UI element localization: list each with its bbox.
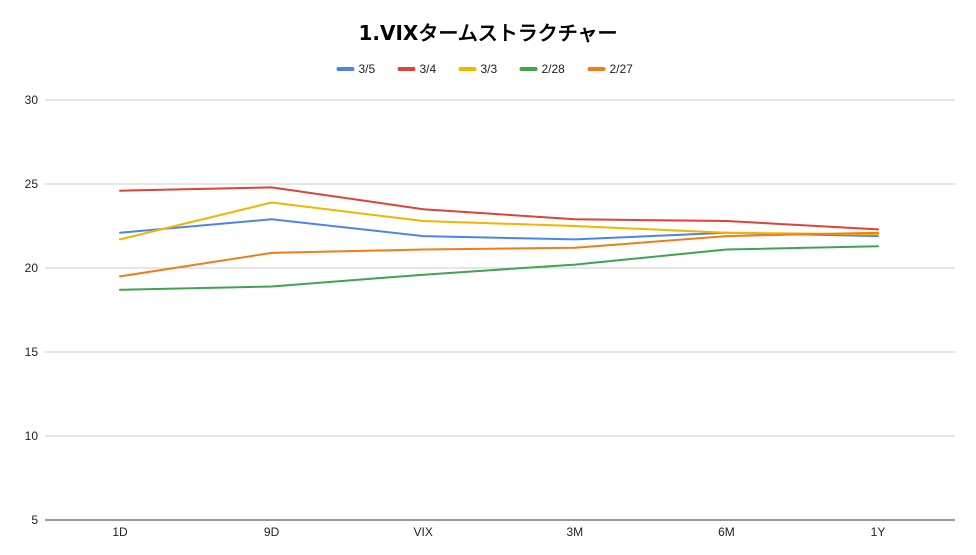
legend-item-3-5[interactable]: 3/5 [336, 62, 376, 76]
y-tick-label: 10 [25, 429, 39, 443]
legend-label: 3/5 [359, 62, 376, 76]
y-tick-label: 30 [25, 93, 39, 107]
y-tick-label: 5 [31, 513, 38, 527]
legend-item-3-4[interactable]: 3/4 [397, 62, 437, 76]
gridlines [45, 99, 955, 437]
x-axis: 1D 9D VIX 3M 6M 1Y [45, 519, 955, 539]
legend-label: 3/4 [420, 62, 437, 76]
x-tick-label: 1Y [871, 525, 886, 539]
series-line-2-27 [119, 231, 879, 278]
series-lines [119, 186, 879, 291]
legend: 3/5 3/4 3/3 2/28 2/27 [336, 62, 634, 76]
x-tick-label: 9D [264, 525, 280, 539]
legend-item-2-28[interactable]: 2/28 [519, 62, 566, 76]
y-tick-label: 15 [25, 345, 39, 359]
x-tick-label: 6M [718, 525, 735, 539]
series-line-3-3 [119, 201, 879, 241]
legend-item-2-27[interactable]: 2/27 [587, 62, 634, 76]
series-line-3-4 [119, 186, 879, 231]
legend-item-3-3[interactable]: 3/3 [458, 62, 498, 76]
legend-label: 2/28 [542, 62, 566, 76]
y-tick-label: 20 [25, 261, 39, 275]
chart-title: 1.VIXタームストラクチャー [358, 21, 617, 45]
legend-label: 2/27 [610, 62, 634, 76]
series-line-2-28 [119, 245, 879, 291]
legend-label: 3/3 [481, 62, 498, 76]
x-tick-label: 3M [566, 525, 583, 539]
x-tick-label: 1D [112, 525, 128, 539]
y-tick-label: 25 [25, 177, 39, 191]
x-tick-label: VIX [414, 525, 433, 539]
y-axis: 5 10 15 20 25 30 [25, 93, 39, 527]
